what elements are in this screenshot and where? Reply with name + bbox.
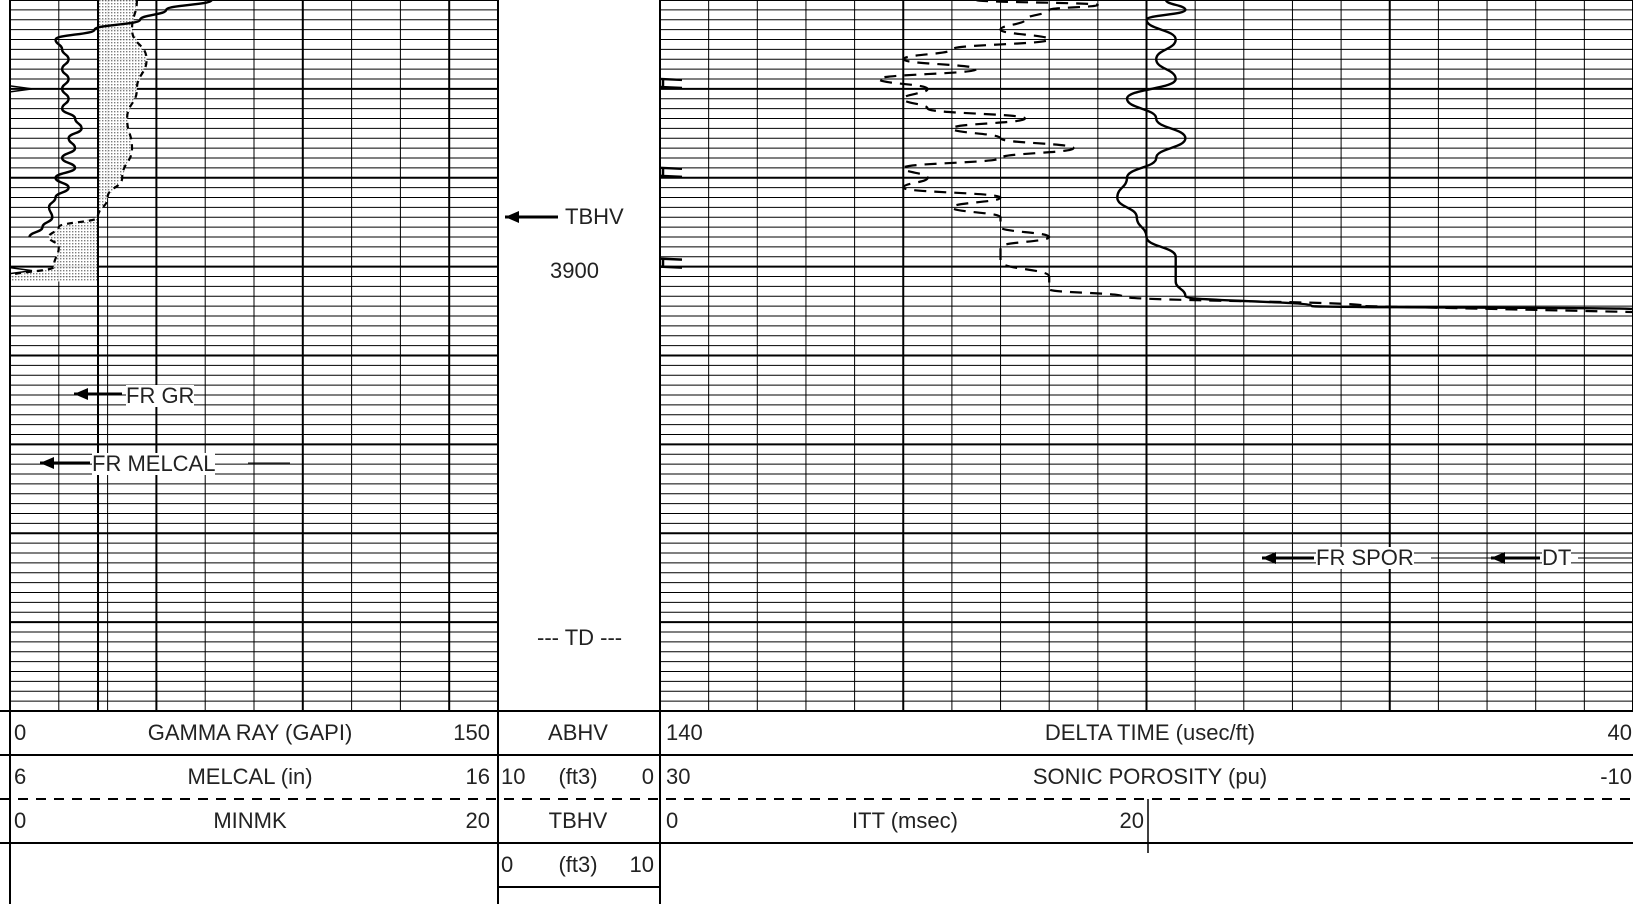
tbhv-label: TBHV: [548, 808, 608, 833]
minmk-scale-min: 0: [14, 808, 27, 833]
abhv-label: ABHV: [548, 720, 608, 745]
dt-flag-arrow: [1491, 552, 1505, 564]
tbhv-flag-label: TBHV: [565, 204, 624, 229]
delta-time-curve: [1116, 0, 1633, 311]
abhv-scale-max: 0: [641, 764, 654, 789]
depth-ticks: [9, 77, 683, 275]
itt-tick: [659, 257, 683, 269]
melcal-bit-shading: [10, 0, 147, 282]
sonic-porosity-tail: [1365, 305, 1633, 314]
spor-scale-max: -10: [1600, 764, 1632, 789]
minmk-tick: [9, 85, 33, 93]
itt-scale-min: 0: [666, 808, 679, 833]
itt-tick: [659, 166, 683, 179]
fr-gr-flag-arrow: [74, 388, 88, 400]
sonic-porosity-curve: [877, 0, 1367, 308]
track23-grid: [659, 0, 1633, 712]
minmk-scale-max: 20: [465, 808, 490, 833]
fr-spor-flag-arrow: [1262, 552, 1276, 564]
fr-spor-label: FR SPOR: [1316, 545, 1414, 570]
melcal-scale-min: 6: [14, 764, 27, 789]
dt-scale-max: 40: [1607, 720, 1632, 745]
td-label: --- TD ---: [537, 625, 623, 650]
abhv-unit: (ft3): [558, 764, 598, 789]
itt-scale-label: ITT (msec): [852, 808, 958, 833]
gr-scale-label: GAMMA RAY (GAPI): [147, 720, 353, 745]
abhv-scale-min: 10: [501, 764, 526, 789]
melcal-scale-max: 16: [465, 764, 490, 789]
dt-scale-label: DELTA TIME (usec/ft): [1044, 720, 1256, 745]
gr-scale-max: 150: [453, 720, 490, 745]
spor-scale-label: SONIC POROSITY (pu): [1032, 764, 1268, 789]
gr-scale-min: 0: [14, 720, 27, 745]
tbhv-scale-max: 10: [629, 852, 654, 877]
tbhv-scale-min: 0: [501, 852, 514, 877]
fr-gr-label: FR GR: [126, 383, 195, 408]
log-curves: [8, 0, 1633, 314]
curve-flags: [40, 211, 1633, 564]
dt-scale-min: 140: [666, 720, 703, 745]
dt-flag-label: DT: [1542, 545, 1572, 570]
itt-tick: [659, 77, 683, 90]
fr-melcal-flag-arrow: [40, 457, 54, 469]
melcal-curve: [8, 0, 148, 278]
gamma-ray-curve: [28, 0, 213, 238]
depth-label-3900: 3900: [550, 258, 599, 283]
minmk-tick: [9, 266, 33, 275]
track1-grid: [9, 0, 499, 712]
fr-melcal-label: FR MELCAL: [92, 451, 216, 476]
itt-scale-max: 20: [1119, 808, 1144, 833]
tbhv-flag-arrow: [505, 211, 519, 223]
spor-scale-min: 30: [666, 764, 691, 789]
melcal-scale-label: MELCAL (in): [187, 764, 313, 789]
tbhv-unit: (ft3): [558, 852, 598, 877]
bit-size-shading: [10, 0, 147, 282]
minmk-scale-label: MINMK: [213, 808, 287, 833]
